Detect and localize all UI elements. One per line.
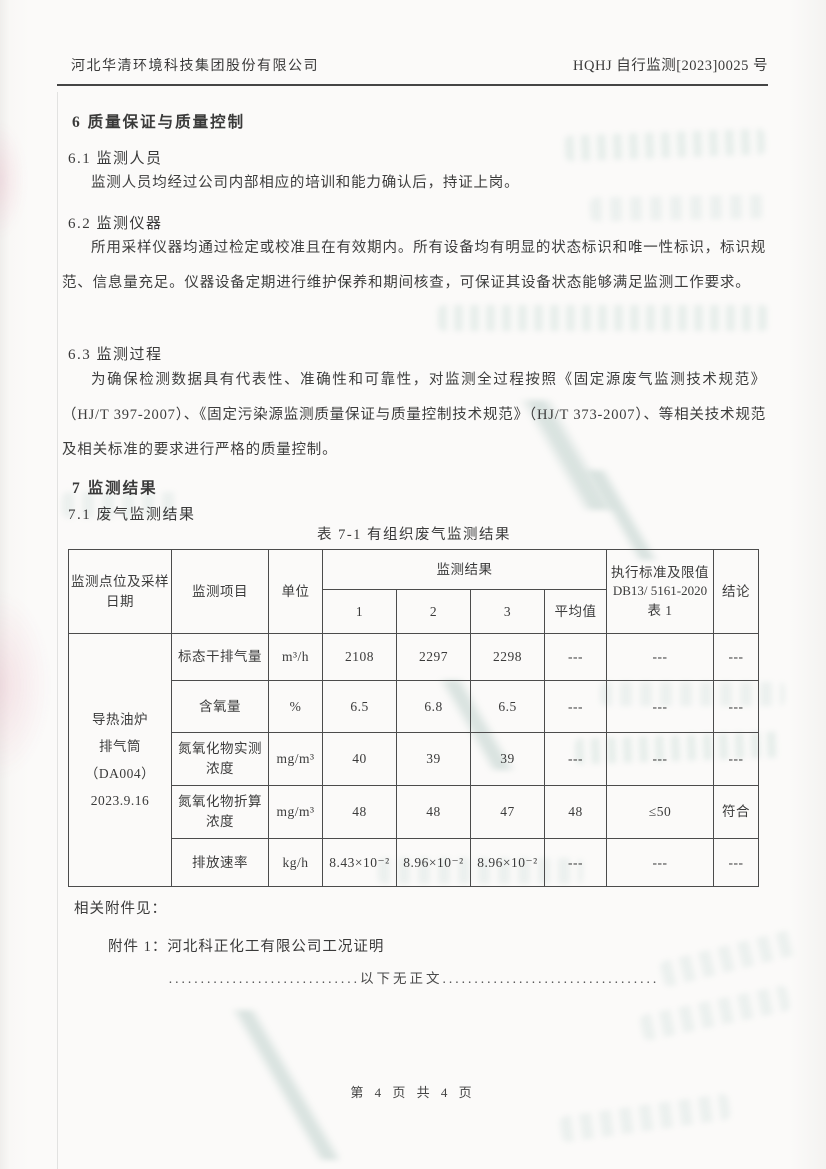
section-7-heading: 7 监测结果 <box>72 480 158 497</box>
conclusion-cell: --- <box>713 732 759 786</box>
monitoring-point-cell: 导热油炉 排气筒 （DA004） 2023.9.16 <box>68 633 172 887</box>
col-header-unit: 单位 <box>268 549 323 634</box>
scan-artifact <box>0 120 25 240</box>
unit-cell: mg/m³ <box>268 785 323 839</box>
section-6-1-paragraph: 监测人员均经过公司内部相应的培训和能力确认后，持证上岗。 <box>91 175 520 191</box>
page-header: 河北华清环境科技集团股份有限公司 HQHJ 自行监测[2023]0025 号 <box>57 54 768 86</box>
unit-cell: mg/m³ <box>268 732 323 786</box>
value-cell: 6.5 <box>322 680 397 733</box>
unit-cell: kg/h <box>268 838 323 887</box>
table-row: 导热油炉 排气筒 （DA004） 2023.9.16 标态干排气量 m³/h 2… <box>68 633 759 887</box>
conclusion-cell: 符合 <box>713 785 759 839</box>
section-6-3-paragraph: 为确保检测数据具有代表性、准确性和可靠性，对监测全过程按照《固定源废气监测技术规… <box>62 372 766 458</box>
standard-line-2: DB13/ 5161-2020 <box>612 583 708 599</box>
table-header-row-2: 1 2 3 平均值 <box>69 589 759 634</box>
standard-cell: --- <box>606 633 714 681</box>
conclusion-cell: --- <box>713 838 759 887</box>
value-cell: 8.43×10⁻² <box>322 838 397 887</box>
col-header-standard: 执行标准及限值 DB13/ 5161-2020 表 1 <box>606 549 714 634</box>
table-header-row-1: 监测点位及采样日期 监测项目 单位 监测结果 执行标准及限值 DB13/ 516… <box>68 549 759 634</box>
point-line-2: 排气筒 <box>99 739 141 754</box>
point-line-4: 2023.9.16 <box>90 793 150 808</box>
average-cell: 48 <box>544 785 607 839</box>
value-cell: 39 <box>470 732 545 786</box>
standard-cell: --- <box>606 838 714 887</box>
point-line-1: 导热油炉 <box>92 712 148 727</box>
scan-crease <box>57 92 58 1169</box>
value-cell: 48 <box>396 785 471 839</box>
col-header-point: 监测点位及采样日期 <box>68 549 172 634</box>
scan-artifact <box>438 305 768 331</box>
col-header-average: 平均值 <box>544 589 607 634</box>
value-cell: 6.8 <box>396 680 471 733</box>
section-7-1-heading: 7.1 废气监测结果 <box>68 507 196 523</box>
col-header-run1: 1 <box>322 589 397 634</box>
col-header-conclusion: 结论 <box>713 549 759 634</box>
section-6-2-paragraph: 所用采样仪器均通过检定或校准且在有效期内。所有设备均有明显的状态标识和唯一性标识… <box>62 240 766 291</box>
monitoring-results-table: 监测点位及采样日期 监测项目 单位 监测结果 执行标准及限值 DB13/ 516… <box>68 549 759 887</box>
col-header-run3: 3 <box>470 589 545 634</box>
attachments-lead: 相关附件见： <box>74 901 167 917</box>
table-row: 氮氧化物实测浓度 mg/m³ 40 39 39 --- --- --- <box>69 732 759 786</box>
point-line-3: （DA004） <box>84 766 156 781</box>
value-cell: 6.5 <box>470 680 545 733</box>
conclusion-cell: --- <box>713 680 759 733</box>
standard-line-1: 执行标准及限值 <box>611 564 709 580</box>
table-row: 氮氧化物折算浓度 mg/m³ 48 48 47 48 ≤50 符合 <box>69 785 759 839</box>
average-cell: --- <box>544 838 607 887</box>
section-6-2-heading: 6.2 监测仪器 <box>68 216 163 232</box>
unit-cell: m³/h <box>268 633 323 681</box>
standard-cell: ≤50 <box>606 785 714 839</box>
attachment-item-1: 附件 1：河北科正化工有限公司工况证明 <box>108 939 385 955</box>
item-cell: 标态干排气量 <box>171 633 269 681</box>
table-row: 含氧量 % 6.5 6.8 6.5 --- --- --- <box>69 680 759 733</box>
standard-cell: --- <box>606 732 714 786</box>
table-row: 排放速率 kg/h 8.43×10⁻² 8.96×10⁻² 8.96×10⁻² … <box>69 838 759 887</box>
average-cell: --- <box>544 633 607 681</box>
value-cell: 8.96×10⁻² <box>396 838 471 887</box>
col-header-run2: 2 <box>396 589 471 634</box>
value-cell: 40 <box>322 732 397 786</box>
header-company-name: 河北华清环境科技集团股份有限公司 <box>71 59 319 74</box>
section-6-3-heading: 6.3 监测过程 <box>68 347 163 363</box>
scan-artifact <box>638 984 792 1042</box>
value-cell: 48 <box>322 785 397 839</box>
section-6-heading: 6 质量保证与质量控制 <box>72 114 246 131</box>
scan-artifact <box>0 590 50 780</box>
col-header-item: 监测项目 <box>171 549 269 634</box>
col-header-results: 监测结果 <box>322 549 607 590</box>
value-cell: 47 <box>470 785 545 839</box>
average-cell: --- <box>544 680 607 733</box>
value-cell: 39 <box>396 732 471 786</box>
section-6-1-heading: 6.1 监测人员 <box>68 151 163 167</box>
header-doc-number: HQHJ 自行监测[2023]0025 号 <box>573 58 768 74</box>
value-cell: 2298 <box>470 633 545 681</box>
unit-cell: % <box>268 680 323 733</box>
table-caption: 表 7-1 有组织废气监测结果 <box>316 527 512 543</box>
item-cell: 排放速率 <box>171 838 269 887</box>
page-footer: 第 4 页 共 4 页 <box>350 1085 476 1100</box>
standard-cell: --- <box>606 680 714 733</box>
value-cell: 2108 <box>322 633 397 681</box>
conclusion-cell: --- <box>713 633 759 681</box>
value-cell: 2297 <box>396 633 471 681</box>
value-cell: 8.96×10⁻² <box>470 838 545 887</box>
end-of-text-line: ..............................以下无正文.....… <box>168 971 660 986</box>
standard-line-3: 表 1 <box>647 602 673 618</box>
item-cell: 氮氧化物实测浓度 <box>171 732 269 786</box>
item-cell: 氮氧化物折算浓度 <box>171 785 269 839</box>
item-cell: 含氧量 <box>171 680 269 733</box>
average-cell: --- <box>544 732 607 786</box>
